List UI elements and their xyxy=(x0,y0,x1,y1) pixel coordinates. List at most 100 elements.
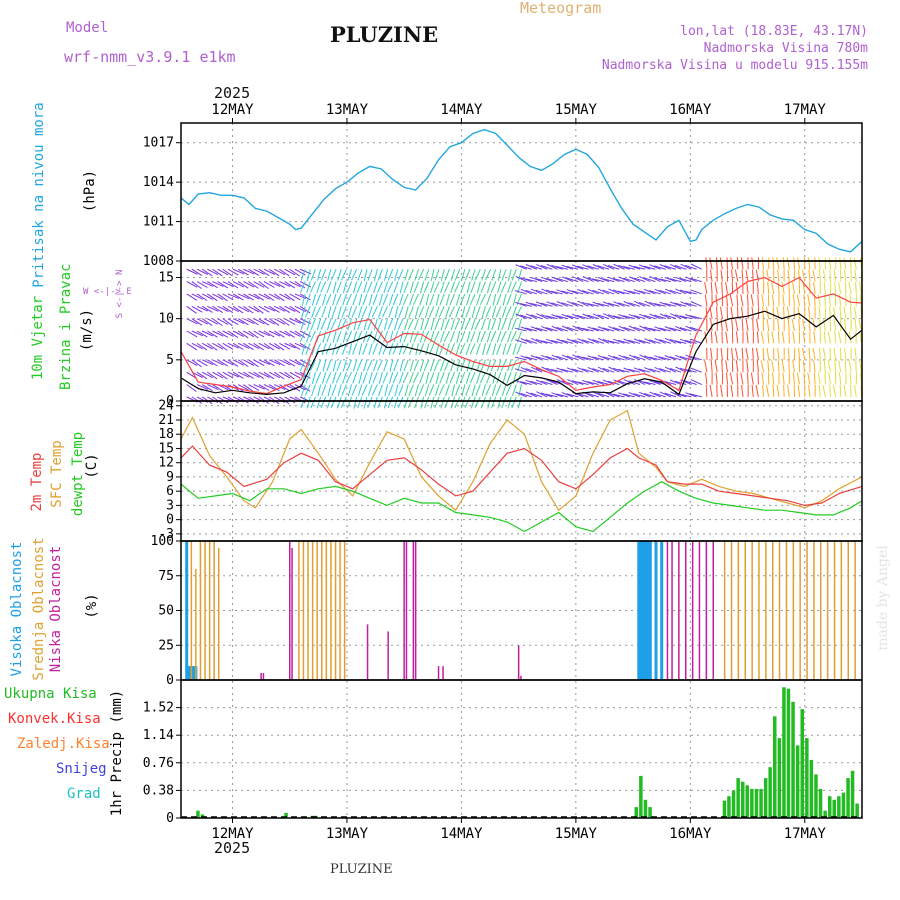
wind-arrow xyxy=(664,276,677,283)
wind-arrow xyxy=(227,359,239,367)
wind-arrow xyxy=(530,314,543,320)
wind-arrow xyxy=(710,269,713,282)
wind-arrow xyxy=(582,313,594,320)
y-tick-label: 0.76 xyxy=(143,756,174,771)
wind-arrow xyxy=(556,326,569,332)
precip-bar xyxy=(823,810,827,818)
wind-arrow xyxy=(491,306,497,318)
cloud-bar-low xyxy=(691,541,694,680)
wind-arrow xyxy=(690,379,702,385)
wind-arrow xyxy=(327,384,332,397)
wind-arrow xyxy=(495,384,502,396)
wind-arrow xyxy=(315,293,322,306)
wind-arrow xyxy=(690,263,702,270)
temp-2m-line xyxy=(180,445,863,507)
wind-arrow xyxy=(756,319,759,332)
wind-arrow xyxy=(792,294,795,307)
wind-arrow xyxy=(838,294,842,307)
wind-arrow xyxy=(368,343,373,356)
wind-arrow xyxy=(232,318,245,324)
wind-arrow xyxy=(571,302,584,307)
wind-arrow xyxy=(485,384,492,396)
wind-arrow xyxy=(766,347,770,360)
wind-arrow xyxy=(752,318,754,332)
wind-arrow xyxy=(248,359,259,368)
wind-arrow xyxy=(607,302,620,307)
wind-arrow xyxy=(237,318,249,326)
wind-arrow xyxy=(582,301,594,307)
wind-arrow xyxy=(383,359,389,372)
wind-arrow xyxy=(388,293,394,306)
wind-arrow xyxy=(597,392,610,398)
wind-arrow xyxy=(497,269,502,282)
wind-arrow xyxy=(623,367,635,373)
wind-arrow xyxy=(628,392,641,398)
wind-arrow xyxy=(366,281,373,293)
wind-arrow xyxy=(311,384,316,397)
wind-arrow xyxy=(300,396,306,409)
wind-arrow xyxy=(450,281,456,294)
cloud-bar-low xyxy=(685,541,687,680)
wind-arrow xyxy=(659,327,671,332)
wind-arrow xyxy=(201,384,213,392)
wind-arrow xyxy=(746,360,749,373)
wind-arrow xyxy=(540,392,553,398)
wind-arrow xyxy=(429,359,435,372)
wind-arrow xyxy=(782,294,785,307)
wind-arrow xyxy=(502,343,507,356)
wind-arrow xyxy=(792,372,795,385)
wind-arrow xyxy=(191,396,203,404)
wind-arrow xyxy=(428,384,435,396)
wind-arrow xyxy=(393,318,399,331)
wind-arrow xyxy=(540,265,553,270)
wind-arrow xyxy=(581,368,594,373)
wind-arrow xyxy=(720,306,723,319)
wind-arrow xyxy=(781,360,785,373)
wind-arrow xyxy=(196,330,208,338)
wind-arrow xyxy=(217,330,228,338)
wind-arrow xyxy=(248,384,260,391)
wind-arrow xyxy=(602,263,615,270)
wind-arrow xyxy=(617,339,630,344)
wind-arrow xyxy=(403,281,409,293)
wind-arrow xyxy=(551,314,563,320)
wind-arrow xyxy=(618,264,630,270)
wind-arrow xyxy=(623,301,636,307)
wind-arrow xyxy=(545,277,558,283)
wind-arrow xyxy=(561,290,574,295)
wind-arrow xyxy=(628,313,641,320)
wind-arrow xyxy=(798,347,801,360)
wind-arrow xyxy=(556,379,569,385)
wind-arrow xyxy=(460,396,466,409)
cloud-bar-mid xyxy=(311,541,314,680)
wind-arrow xyxy=(535,289,548,295)
wind-arrow xyxy=(507,318,512,331)
wind-arrow xyxy=(556,393,568,398)
wind-arrow xyxy=(613,338,625,344)
wind-arrow xyxy=(783,306,785,319)
wind-arrow xyxy=(440,281,445,294)
wind-arrow xyxy=(735,319,739,332)
precip-bar xyxy=(196,810,200,818)
wind-arrow xyxy=(263,281,275,288)
wind-arrow xyxy=(377,396,383,409)
wind-arrow xyxy=(674,314,687,320)
wind-arrow xyxy=(407,396,414,408)
wind-arrow xyxy=(819,347,821,360)
wind-speed-line xyxy=(180,310,863,396)
wind-arrow xyxy=(490,281,497,293)
x-tick-label-top: 15MAY xyxy=(555,102,598,118)
wind-arrow xyxy=(602,301,615,307)
y-tick-label: 6 xyxy=(166,484,174,499)
wind-arrow xyxy=(332,281,337,294)
wind-arrow xyxy=(582,379,594,385)
wind-arrow xyxy=(353,396,358,409)
wind-gust-line xyxy=(180,276,863,395)
wind-arrow xyxy=(530,326,543,332)
wind-arrow xyxy=(803,294,806,307)
wind-arrow xyxy=(561,313,574,320)
wind-arrow xyxy=(720,347,723,360)
wind-arrow xyxy=(581,290,594,295)
wind-arrow xyxy=(633,265,646,270)
precip-bar xyxy=(639,775,643,818)
